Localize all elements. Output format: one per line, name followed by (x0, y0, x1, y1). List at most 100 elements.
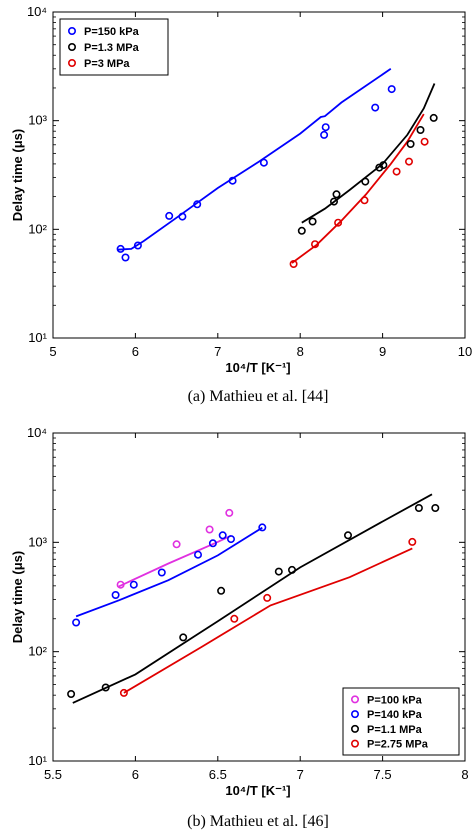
caption-a: (a) Mathieu et al. [44] (188, 388, 329, 405)
data-point (101, 683, 110, 692)
y-tick-label: 10³ (28, 113, 47, 128)
x-tick-label: 10 (458, 344, 472, 359)
legend-marker (68, 42, 77, 51)
data-point (406, 140, 415, 149)
data-point (332, 190, 341, 199)
data-point (258, 523, 267, 532)
data-point (157, 568, 166, 577)
legend-label: P=1.1 MPa (367, 724, 423, 736)
data-point (321, 123, 330, 132)
legend-box (342, 687, 460, 756)
data-point (408, 537, 417, 546)
x-axis-label-a: 10⁴/T [K⁻¹] (225, 360, 290, 375)
legend-marker (350, 710, 359, 719)
legend-marker (350, 739, 359, 748)
series-line (301, 83, 436, 224)
data-point (72, 618, 81, 627)
data-point (371, 103, 380, 112)
legend-marker (68, 58, 77, 67)
data-point (225, 508, 234, 517)
data-point (431, 503, 440, 512)
y-axis-label-a: Delay time (μs) (10, 129, 25, 222)
data-point (230, 614, 239, 623)
data-point (172, 540, 181, 549)
legend-box (59, 18, 169, 76)
legend-b: P=100 kPa P=140 kPa P=1.1 MPa P=2.75 MPa (342, 687, 460, 756)
data-point (379, 161, 388, 170)
series-line (72, 493, 433, 704)
y-tick-label: 10⁴ (27, 425, 47, 440)
data-point (218, 531, 227, 540)
data-point (329, 197, 338, 206)
legend-label: P=1.3 MPa (84, 42, 140, 54)
data-point (121, 253, 130, 262)
data-point (129, 580, 138, 589)
data-point (420, 137, 429, 146)
legend-a: P=150 kPa P=1.3 MPa P=3 MPa (59, 18, 169, 76)
x-tick-label: 7 (297, 767, 304, 782)
data-point (205, 525, 214, 534)
caption-b: (b) Mathieu et al. [46] (187, 813, 329, 830)
data-point (320, 130, 329, 139)
x-tick-label: 5.5 (44, 767, 62, 782)
data-point (263, 593, 272, 602)
data-points-a (116, 85, 438, 268)
data-point (179, 633, 188, 642)
series-line (117, 68, 392, 251)
data-point (334, 218, 343, 227)
axis-ticks-a: 5 6 7 8 9 10 10¹ 10² 10³ 10⁴ (27, 4, 472, 359)
fit-lines-a (117, 68, 436, 264)
data-point (274, 567, 283, 576)
data-point (228, 176, 237, 185)
data-point (178, 212, 187, 221)
y-tick-label: 10² (28, 644, 47, 659)
legend-label: P=2.75 MPa (367, 739, 429, 751)
x-tick-label: 5 (49, 344, 56, 359)
data-point (429, 113, 438, 122)
data-point (361, 177, 370, 186)
data-point (67, 689, 76, 698)
data-point (116, 580, 125, 589)
legend-label: P=3 MPa (84, 58, 130, 70)
data-point (387, 85, 396, 94)
data-point (227, 535, 236, 544)
x-tick-label: 6.5 (209, 767, 227, 782)
x-tick-label: 6 (132, 344, 139, 359)
x-tick-label: 7.5 (374, 767, 392, 782)
legend-label: P=150 kPa (84, 26, 140, 38)
data-point (165, 211, 174, 220)
data-point (194, 550, 203, 559)
data-point (287, 565, 296, 574)
series-line (291, 113, 425, 264)
data-point (416, 126, 425, 135)
legend-marker (350, 695, 359, 704)
y-tick-label: 10¹ (28, 753, 47, 768)
data-point (119, 688, 128, 697)
legend-marker (68, 26, 77, 35)
legend-label: P=140 kPa (367, 709, 423, 721)
data-point (193, 200, 202, 209)
y-tick-label: 10⁴ (27, 4, 47, 19)
y-tick-label: 10³ (28, 534, 47, 549)
x-tick-label: 9 (379, 344, 386, 359)
data-point (116, 244, 125, 253)
x-tick-label: 8 (297, 344, 304, 359)
data-point (217, 586, 226, 595)
data-point (289, 259, 298, 268)
y-axis-label-b: Delay time (μs) (10, 551, 25, 644)
x-tick-label: 6 (132, 767, 139, 782)
data-point (111, 590, 120, 599)
panel-b: 5.5 6 6.5 7 7.5 8 10¹ 10² 10³ 10⁴ P=100 kPa P=140 … (10, 425, 469, 830)
data-point (404, 157, 413, 166)
data-point (343, 531, 352, 540)
x-tick-label: 7 (214, 344, 221, 359)
data-point (308, 217, 317, 226)
legend-marker (350, 724, 359, 733)
data-point (414, 503, 423, 512)
data-point (259, 158, 268, 167)
data-point (133, 241, 142, 250)
data-points-b (67, 503, 440, 698)
y-tick-label: 10¹ (28, 330, 47, 345)
